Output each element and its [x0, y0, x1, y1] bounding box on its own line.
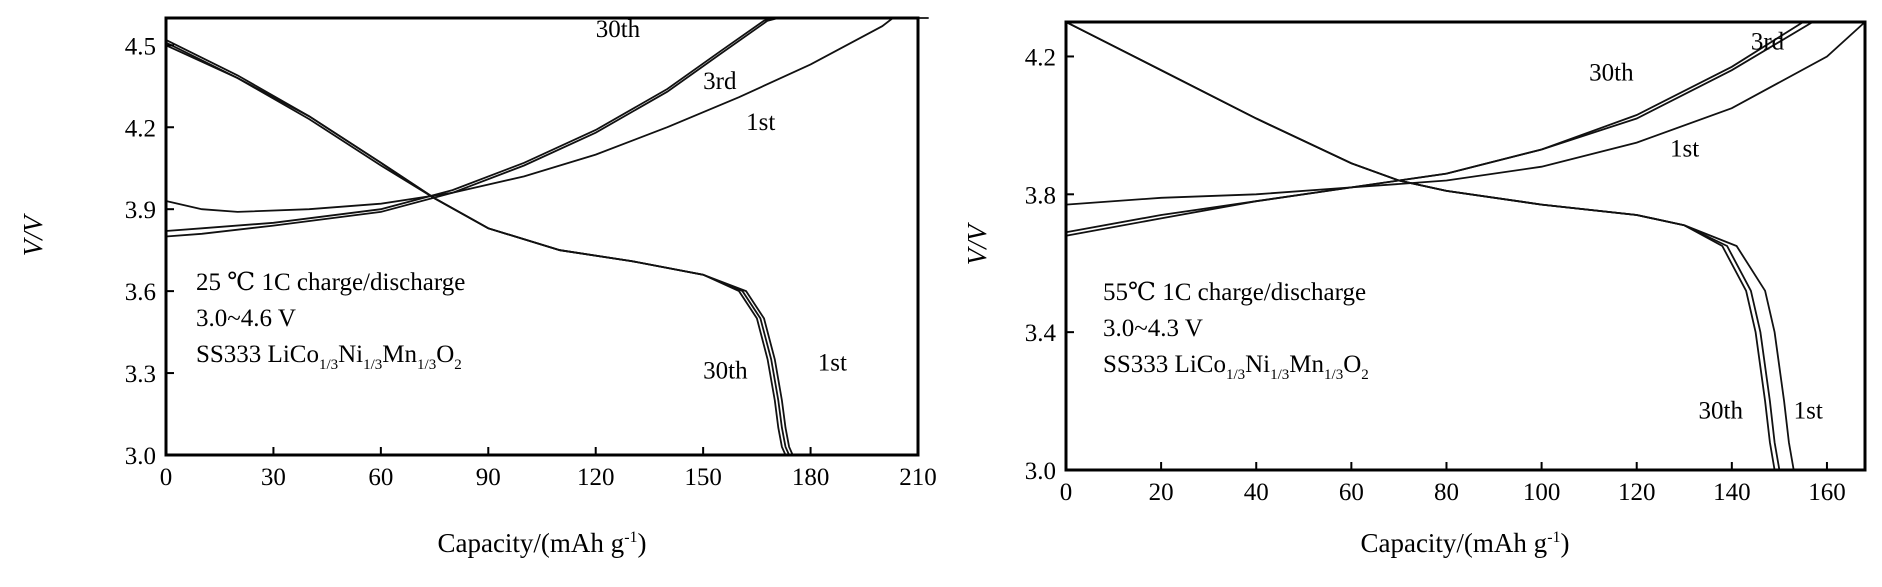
curve-label: 30th	[1699, 397, 1744, 424]
series-line-4	[165, 41, 790, 456]
x-tick-label: 20	[1149, 479, 1174, 506]
y-axis-title: V/V	[962, 221, 992, 265]
x-tick-label: 0	[1060, 479, 1073, 506]
x-axis-title: Capacity/(mAh g-1)	[1360, 528, 1569, 558]
y-tick-label: 3.0	[1025, 458, 1056, 485]
annotation-line-3: SS333 LiCo1/3Ni1/3Mn1/3O2	[196, 341, 462, 373]
right-chart-svg: 0 20 40 60 80 100 120 140 160 3.0 3.4 3.8 4.2 Capacit…	[962, 20, 1867, 558]
left-chart: 0 30 60 90 120 150 180 210 3.0 3.3 3.6 3.9 4.2 4.5 Cap…	[0, 0, 940, 587]
x-tick-label: 180	[792, 464, 830, 491]
curve-label: 30th	[1589, 60, 1634, 87]
x-tick-label: 140	[1713, 479, 1751, 506]
x-tick-label: 0	[160, 464, 173, 491]
right-chart: 0 20 40 60 80 100 120 140 160 3.0 3.4 3.8 4.2 Capacit…	[940, 0, 1882, 587]
annotation-line-2: 3.0~4.6 V	[196, 305, 296, 332]
y-axis-title: V/V	[18, 212, 48, 256]
left-chart-svg: 0 30 60 90 120 150 180 210 3.0 3.3 3.6 3.9 4.2 4.5 Cap…	[18, 16, 937, 558]
plot-frame	[164, 16, 920, 457]
series-line-1	[165, 17, 804, 232]
y-tick-label: 3.3	[125, 361, 156, 388]
curve-label: 1st	[1794, 397, 1823, 424]
series-line-2	[1065, 21, 1866, 206]
curve-label: 1st	[746, 109, 775, 136]
x-tick-label: 210	[899, 464, 937, 491]
y-tick-label: 4.2	[1025, 44, 1056, 71]
y-tick-label: 3.9	[125, 197, 156, 224]
curve-label: 1st	[1670, 135, 1699, 162]
series-line-2	[165, 17, 929, 213]
x-tick-label: 60	[1339, 479, 1364, 506]
annotation-line-1: 25 ℃ 1C charge/discharge	[196, 269, 465, 296]
x-tick-label: 60	[368, 464, 393, 491]
x-tick-label: 90	[476, 464, 501, 491]
curve-label: 30th	[596, 16, 641, 43]
x-tick-label: 30	[261, 464, 286, 491]
y-tick-label: 3.8	[1025, 182, 1056, 209]
y-tick-label: 3.6	[125, 279, 156, 306]
x-tick-label: 160	[1808, 479, 1846, 506]
series-line-0	[1065, 21, 1804, 237]
x-tick-label: 40	[1244, 479, 1269, 506]
series-line-4	[1065, 21, 1781, 471]
y-tick-label: 3.4	[1025, 320, 1057, 347]
curve-label: 30th	[703, 358, 748, 385]
series-line-1	[1065, 21, 1814, 234]
x-axis-title: Capacity/(mAh g-1)	[437, 528, 646, 558]
series-line-3	[165, 39, 787, 456]
y-tick-label: 4.5	[125, 33, 156, 60]
x-tick-label: 80	[1434, 479, 1459, 506]
x-tick-label: 120	[1618, 479, 1656, 506]
y-tick-label: 4.2	[125, 115, 156, 142]
annotation-line-3: SS333 LiCo1/3Ni1/3Mn1/3O2	[1103, 351, 1369, 383]
y-tick-label: 3.0	[125, 443, 156, 470]
x-tick-label: 150	[684, 464, 722, 491]
series-line-5	[165, 44, 794, 456]
plot-frame	[1064, 20, 1867, 472]
x-tick-label: 120	[577, 464, 615, 491]
series-line-5	[1065, 21, 1795, 471]
curve-label: 1st	[818, 349, 847, 376]
annotation-line-1: 55℃ 1C charge/discharge	[1103, 279, 1366, 306]
curve-label: 3rd	[703, 68, 737, 95]
series-line-0	[165, 17, 804, 238]
curve-label: 3rd	[1751, 29, 1785, 56]
annotation-line-2: 3.0~4.3 V	[1103, 315, 1203, 342]
series-line-3	[1065, 21, 1776, 471]
x-tick-label: 100	[1523, 479, 1561, 506]
